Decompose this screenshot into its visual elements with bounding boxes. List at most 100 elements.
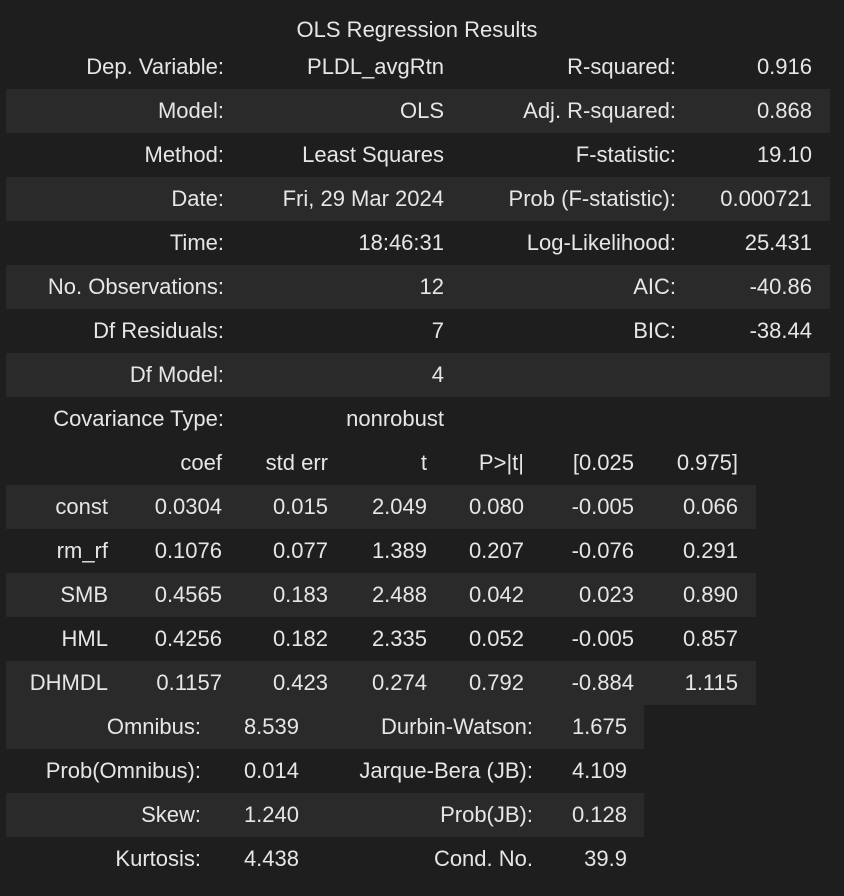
table-row: Omnibus: 8.539 Durbin-Watson: 1.675 [6, 705, 644, 749]
table-row: DHMDL 0.1157 0.423 0.274 0.792 -0.884 1.115 [6, 661, 756, 705]
coef-cell: 0.182 [272, 626, 328, 651]
coef-cell: 0.015 [222, 485, 328, 529]
table-row: Df Residuals: 7 BIC: -38.44 [6, 309, 830, 353]
cell-padding [812, 221, 830, 265]
summary-cell: F-statistic: [575, 142, 676, 167]
summary-cell: 0.916 [756, 54, 812, 79]
summary-cell: 0.000721 [676, 177, 812, 221]
coef-cell: 2.049 [328, 485, 427, 529]
summary-cell: Df Residuals: [93, 318, 224, 343]
diagnostic-cell: Prob(JB): [299, 793, 533, 837]
summary-cell: 4 [224, 353, 444, 397]
column-header: std err [265, 450, 328, 475]
diagnostic-cell: Kurtosis: [115, 846, 201, 871]
summary-cell: OLS [224, 89, 444, 133]
coef-cell: 0.042 [427, 573, 524, 617]
diagnostic-cell: Cond. No. [433, 846, 533, 871]
column-header: coef [180, 450, 222, 475]
diagnostics-table: Omnibus: 8.539 Durbin-Watson: 1.675 Prob(Omn… [6, 705, 644, 881]
diagnostic-cell: 1.240 [201, 793, 299, 837]
table-header-row: coef std err t P>|t| [0.025 0.975] [6, 441, 756, 485]
column-header: [0.025 [572, 450, 634, 475]
summary-cell [444, 353, 676, 397]
coef-cell: 0.291 [682, 538, 738, 563]
cell-padding [738, 441, 756, 485]
summary-cell: Covariance Type: [53, 406, 224, 431]
summary-cell [444, 397, 676, 441]
summary-cell: -40.86 [676, 265, 812, 309]
diagnostic-cell: Skew: [6, 793, 201, 837]
cell-padding [738, 573, 756, 617]
summary-cell: Dep. Variable: [86, 54, 224, 79]
summary-cell: 18:46:31 [358, 230, 444, 255]
table-row: rm_rf 0.1076 0.077 1.389 0.207 -0.076 0.291 [6, 529, 756, 573]
coef-cell: 1.389 [371, 538, 427, 563]
table-row: Covariance Type: nonrobust [6, 397, 830, 441]
cell-padding [812, 397, 830, 441]
table-row: Dep. Variable: PLDL_avgRtn R-squared: 0.916 [6, 45, 830, 89]
coef-cell: DHMDL [6, 661, 108, 705]
column-header: P>|t| [478, 450, 524, 475]
summary-cell: Least Squares [302, 142, 444, 167]
summary-cell: Method: [144, 142, 225, 167]
cell-padding [627, 793, 644, 837]
summary-cell: Model: [6, 89, 224, 133]
table-row: Method: Least Squares F-statistic: 19.10 [6, 133, 830, 177]
cell-padding [812, 133, 830, 177]
column-header: t [420, 450, 427, 475]
coef-cell: 0.0304 [108, 485, 222, 529]
coef-cell: 0.1157 [108, 661, 222, 705]
summary-cell: Date: [6, 177, 224, 221]
coef-cell: rm_rf [56, 538, 108, 563]
coefficient-table: coef std err t P>|t| [0.025 0.975] const 0.0304… [6, 441, 756, 705]
coef-cell: -0.005 [524, 485, 634, 529]
cell-padding [738, 617, 756, 661]
table-row: HML 0.4256 0.182 2.335 0.052 -0.005 0.857 [6, 617, 756, 661]
cell-padding [627, 837, 644, 881]
summary-cell: 25.431 [744, 230, 812, 255]
cell-padding [738, 529, 756, 573]
cell-padding [627, 705, 644, 749]
summary-cell: R-squared: [567, 54, 676, 79]
coef-cell: 0.023 [524, 573, 634, 617]
coef-cell: 0.066 [634, 485, 738, 529]
coef-cell: 0.857 [682, 626, 738, 651]
summary-cell: No. Observations: [6, 265, 224, 309]
coef-cell: 0.1076 [154, 538, 222, 563]
summary-cell: AIC: [444, 265, 676, 309]
summary-cell: Prob (F-statistic): [444, 177, 676, 221]
diagnostic-cell: Jarque-Bera (JB): [359, 758, 533, 783]
summary-cell: 0.868 [676, 89, 812, 133]
summary-cell: Log-Likelihood: [526, 230, 676, 255]
diagnostic-cell: 8.539 [201, 705, 299, 749]
table-row: Prob(Omnibus): 0.014 Jarque-Bera (JB): 4.10… [6, 749, 644, 793]
diagnostic-cell: 0.128 [533, 793, 627, 837]
summary-cell: PLDL_avgRtn [307, 54, 444, 79]
coef-cell: 0.080 [427, 485, 524, 529]
summary-cell: Time: [169, 230, 224, 255]
coef-cell: 0.183 [222, 573, 328, 617]
table-row: Kurtosis: 4.438 Cond. No. 39.9 [6, 837, 644, 881]
coef-cell: 0.077 [272, 538, 328, 563]
model-summary-table: Dep. Variable: PLDL_avgRtn R-squared: 0.916… [6, 45, 830, 441]
coef-cell: 1.115 [634, 661, 738, 705]
table-row: Df Model: 4 [6, 353, 830, 397]
cell-padding [812, 353, 830, 397]
diagnostic-cell: 39.9 [584, 846, 627, 871]
cell-padding [812, 177, 830, 221]
coef-cell: 2.335 [371, 626, 427, 651]
diagnostic-cell: Durbin-Watson: [299, 705, 533, 749]
diagnostic-cell: Omnibus: [6, 705, 201, 749]
table-row: Time: 18:46:31 Log-Likelihood: 25.431 [6, 221, 830, 265]
table-row: const 0.0304 0.015 2.049 0.080 -0.005 0.066 [6, 485, 756, 529]
summary-cell: 12 [224, 265, 444, 309]
diagnostic-cell: 4.438 [243, 846, 299, 871]
table-row: Date: Fri, 29 Mar 2024 Prob (F-statistic):… [6, 177, 830, 221]
diagnostic-cell: Prob(Omnibus): [45, 758, 201, 783]
coef-cell: 0.423 [222, 661, 328, 705]
summary-cell: -38.44 [749, 318, 812, 343]
column-header [6, 441, 108, 485]
coef-cell: -0.005 [571, 626, 634, 651]
summary-cell [676, 353, 812, 397]
coef-cell: 0.207 [468, 538, 524, 563]
